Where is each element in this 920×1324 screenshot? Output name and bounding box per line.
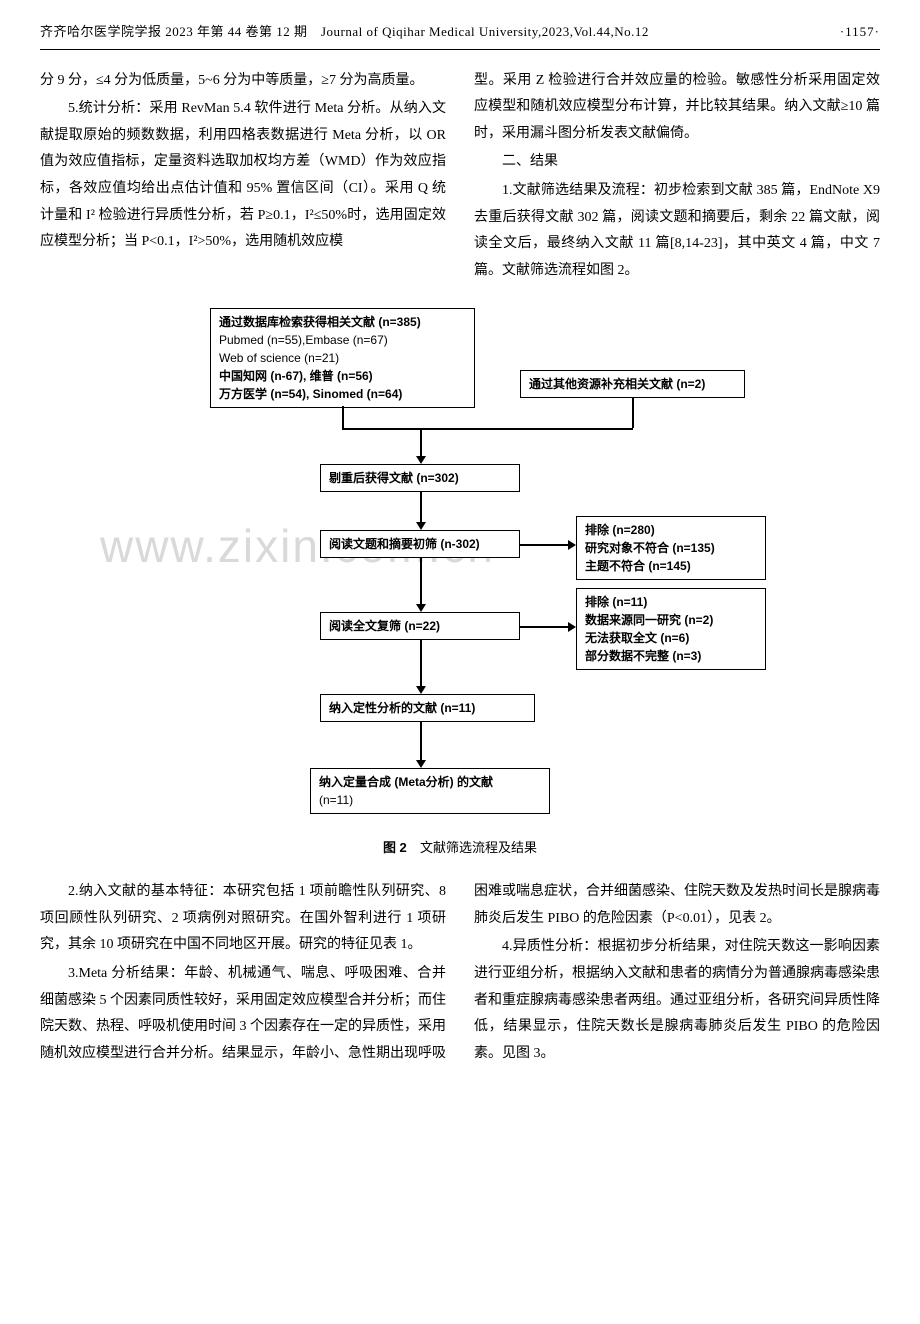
flow-box1-l3: Web of science (n=21) — [219, 349, 466, 367]
flow-box-quantitative: 纳入定量合成 (Meta分析) 的文献 (n=11) — [310, 768, 550, 814]
flow-box1-l4: 中国知网 (n-67), 维普 (n=56) — [219, 367, 466, 385]
top-text-columns: 分 9 分，≤4 分为低质量，5~6 分为中等质量，≥7 分为高质量。 5.统计… — [40, 68, 880, 287]
arrowhead-right-icon — [568, 540, 576, 550]
paragraph-characteristics: 2.纳入文献的基本特征：本研究包括 1 项前瞻性队列研究、8 项回顾性队列研究、… — [40, 879, 446, 959]
flow-box-dedup: 剔重后获得文献 (n=302) — [320, 464, 520, 492]
flow-arrow — [420, 722, 422, 762]
page-number: ·1157· — [840, 20, 880, 45]
paragraph-risk-factors: 困难或喘息症状，合并细菌感染、住院天数及发热时间长是腺病毒肺炎后发生 PIBO … — [474, 879, 880, 932]
flow-arrow — [420, 640, 422, 688]
journal-header-left: 齐齐哈尔医学院学报 2023 年第 44 卷第 12 期 Journal of … — [40, 20, 649, 45]
flow-box5-l1: 排除 (n=280) — [585, 521, 757, 539]
figure-label: 图 2 — [383, 840, 407, 855]
flow-box-other-sources: 通过其他资源补充相关文献 (n=2) — [520, 370, 745, 398]
top-right-column: 型。采用 Z 检验进行合并效应量的检验。敏感性分析采用固定效应模型和随机效应模型… — [474, 68, 880, 287]
paragraph-model-cont: 型。采用 Z 检验进行合并效应量的检验。敏感性分析采用固定效应模型和随机效应模型… — [474, 68, 880, 148]
flow-box7-l2: 数据来源同一研究 (n=2) — [585, 611, 757, 629]
figure-caption-text: 文献筛选流程及结果 — [420, 840, 537, 855]
flow-arrow — [342, 428, 633, 430]
arrowhead-down-icon — [416, 760, 426, 768]
flow-box5-l2: 研究对象不符合 (n=135) — [585, 539, 757, 557]
flow-box9-l1: 纳入定量合成 (Meta分析) 的文献 — [319, 773, 541, 791]
bottom-left-column: 2.纳入文献的基本特征：本研究包括 1 项前瞻性队列研究、8 项回顾性队列研究、… — [40, 879, 446, 1069]
flow-box-fulltext-screen: 阅读全文复筛 (n=22) — [320, 612, 520, 640]
flow-box-excluded-11: 排除 (n=11) 数据来源同一研究 (n=2) 无法获取全文 (n=6) 部分… — [576, 588, 766, 670]
heading-results: 二、结果 — [474, 149, 880, 176]
flow-box-excluded-280: 排除 (n=280) 研究对象不符合 (n=135) 主题不符合 (n=145) — [576, 516, 766, 580]
flow-arrow — [420, 492, 422, 524]
flow-box-databases: 通过数据库检索获得相关文献 (n=385) Pubmed (n=55),Emba… — [210, 308, 475, 408]
paragraph-selection-results: 1.文献筛选结果及流程：初步检索到文献 385 篇，EndNote X9 去重后… — [474, 178, 880, 284]
flow-box3-text: 剔重后获得文献 (n=302) — [329, 471, 459, 485]
flow-box6-text: 阅读全文复筛 (n=22) — [329, 619, 440, 633]
flow-box8-text: 纳入定性分析的文献 (n=11) — [329, 701, 475, 715]
flow-box-title-screen: 阅读文题和摘要初筛 (n-302) — [320, 530, 520, 558]
figure-caption: 图 2 文献筛选流程及结果 — [40, 836, 880, 861]
running-header: 齐齐哈尔医学院学报 2023 年第 44 卷第 12 期 Journal of … — [40, 20, 880, 50]
flow-box5-l3: 主题不符合 (n=145) — [585, 557, 757, 575]
flow-arrow — [420, 558, 422, 606]
arrowhead-right-icon — [568, 622, 576, 632]
flow-box7-l3: 无法获取全文 (n=6) — [585, 629, 757, 647]
paragraph-heterogeneity: 4.异质性分析：根据初步分析结果，对住院天数这一影响因素进行亚组分析，根据纳入文… — [474, 934, 880, 1067]
paragraph-stat-method: 5.统计分析：采用 RevMan 5.4 软件进行 Meta 分析。从纳入文献提… — [40, 96, 446, 256]
arrowhead-down-icon — [416, 686, 426, 694]
flow-box2-text: 通过其他资源补充相关文献 (n=2) — [529, 377, 705, 391]
bottom-right-column: 困难或喘息症状，合并细菌感染、住院天数及发热时间长是腺病毒肺炎后发生 PIBO … — [474, 879, 880, 1069]
flow-box7-l1: 排除 (n=11) — [585, 593, 757, 611]
paragraph-meta-results: 3.Meta 分析结果：年龄、机械通气、喘息、呼吸困难、合并细菌感染 5 个因素… — [40, 961, 446, 1067]
flow-box7-l4: 部分数据不完整 (n=3) — [585, 647, 757, 665]
flow-arrow — [520, 544, 570, 546]
flow-arrow — [520, 626, 570, 628]
flow-box9-l2: (n=11) — [319, 791, 541, 809]
paragraph-quality-scale: 分 9 分，≤4 分为低质量，5~6 分为中等质量，≥7 分为高质量。 — [40, 68, 446, 95]
bottom-text-columns: 2.纳入文献的基本特征：本研究包括 1 项前瞻性队列研究、8 项回顾性队列研究、… — [40, 879, 880, 1069]
flow-box4-text: 阅读文题和摘要初筛 (n-302) — [329, 537, 480, 551]
flow-arrow — [632, 398, 634, 428]
flow-box1-l1: 通过数据库检索获得相关文献 (n=385) — [219, 313, 466, 331]
flow-box-qualitative: 纳入定性分析的文献 (n=11) — [320, 694, 535, 722]
flow-arrow — [420, 428, 422, 458]
flow-arrow — [342, 406, 344, 428]
flowchart-canvas: www.zixin.com.cn 通过数据库检索获得相关文献 (n=385) P… — [150, 308, 770, 828]
arrowhead-down-icon — [416, 522, 426, 530]
flow-box1-l5: 万方医学 (n=54), Sinomed (n=64) — [219, 385, 466, 403]
arrowhead-down-icon — [416, 604, 426, 612]
top-left-column: 分 9 分，≤4 分为低质量，5~6 分为中等质量，≥7 分为高质量。 5.统计… — [40, 68, 446, 287]
flow-box1-l2: Pubmed (n=55),Embase (n=67) — [219, 331, 466, 349]
arrowhead-down-icon — [416, 456, 426, 464]
flowchart-figure: www.zixin.com.cn 通过数据库检索获得相关文献 (n=385) P… — [40, 308, 880, 828]
